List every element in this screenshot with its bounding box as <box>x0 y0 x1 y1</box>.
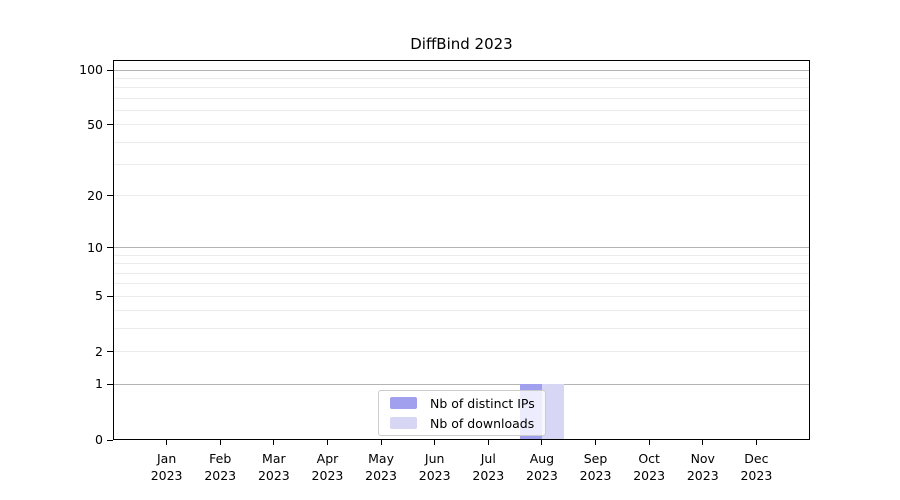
gridline-minor <box>114 77 809 79</box>
bar-downloads <box>541 384 564 440</box>
y-tick <box>107 351 113 353</box>
legend-item-distinct-ips: Nb of distinct IPs <box>390 395 545 412</box>
gridline-minor <box>114 97 809 99</box>
x-tick <box>326 440 328 445</box>
x-tick-label: Dec 2023 <box>740 451 773 483</box>
gridline-major <box>114 69 809 71</box>
x-tick <box>541 440 543 445</box>
y-tick <box>107 69 113 71</box>
x-tick <box>648 440 650 445</box>
gridline-minor <box>114 283 809 285</box>
legend-swatch-distinct-ips <box>390 397 417 409</box>
legend-label-distinct-ips: Nb of distinct IPs <box>430 395 535 411</box>
gridline-minor <box>114 141 809 143</box>
x-tick-label: Oct 2023 <box>633 451 666 483</box>
x-tick-label: Apr 2023 <box>311 451 344 483</box>
gridline-minor <box>114 164 809 166</box>
x-tick <box>434 440 436 445</box>
x-tick <box>166 440 168 445</box>
legend-item-downloads: Nb of downloads <box>390 415 545 432</box>
x-tick-label: Mar 2023 <box>257 451 290 483</box>
gridline-major <box>114 383 809 385</box>
y-tick-label: 1 <box>95 376 103 392</box>
x-tick-label: Jun 2023 <box>418 451 451 483</box>
y-tick-label: 5 <box>95 288 103 304</box>
x-tick-label: Jul 2023 <box>472 451 505 483</box>
legend-label-downloads: Nb of downloads <box>430 415 535 431</box>
x-tick-label: Sep 2023 <box>579 451 612 483</box>
gridline-minor <box>114 254 809 256</box>
y-tick-label: 0 <box>95 432 103 447</box>
y-tick <box>107 383 113 385</box>
x-tick <box>219 440 221 445</box>
gridline-minor <box>114 295 809 297</box>
x-tick <box>595 440 597 445</box>
x-tick-label: Jan 2023 <box>150 451 183 483</box>
x-tick <box>755 440 757 445</box>
gridline-major <box>114 247 809 249</box>
gridline-minor <box>114 124 809 126</box>
gridline-minor <box>114 109 809 111</box>
gridline-minor <box>114 87 809 89</box>
y-tick-label: 100 <box>79 62 103 77</box>
legend-swatch-downloads <box>390 417 417 429</box>
x-tick <box>273 440 275 445</box>
x-tick <box>380 440 382 445</box>
x-tick-label: May 2023 <box>365 451 397 483</box>
gridline-minor <box>114 272 809 274</box>
x-tick-label: Aug 2023 <box>526 451 558 483</box>
gridline-minor <box>114 263 809 265</box>
y-tick-label: 20 <box>87 187 103 203</box>
legend: Nb of distinct IPs Nb of downloads <box>378 390 546 436</box>
x-tick-label: Nov 2023 <box>686 451 719 483</box>
y-tick <box>107 195 113 197</box>
y-tick <box>107 124 113 126</box>
chart-title: DiffBind 2023 <box>410 35 513 53</box>
x-tick <box>702 440 704 445</box>
x-tick-label: Feb 2023 <box>204 451 237 483</box>
gridline-minor <box>114 310 809 312</box>
x-tick <box>487 440 489 445</box>
gridline-minor <box>114 328 809 330</box>
y-tick <box>107 295 113 297</box>
gridline-minor <box>114 351 809 353</box>
y-tick <box>107 439 113 441</box>
y-tick <box>107 247 113 249</box>
gridline-minor <box>114 195 809 197</box>
y-tick-label: 50 <box>87 116 103 132</box>
y-tick-label: 10 <box>87 239 103 255</box>
y-tick-label: 2 <box>95 343 103 359</box>
